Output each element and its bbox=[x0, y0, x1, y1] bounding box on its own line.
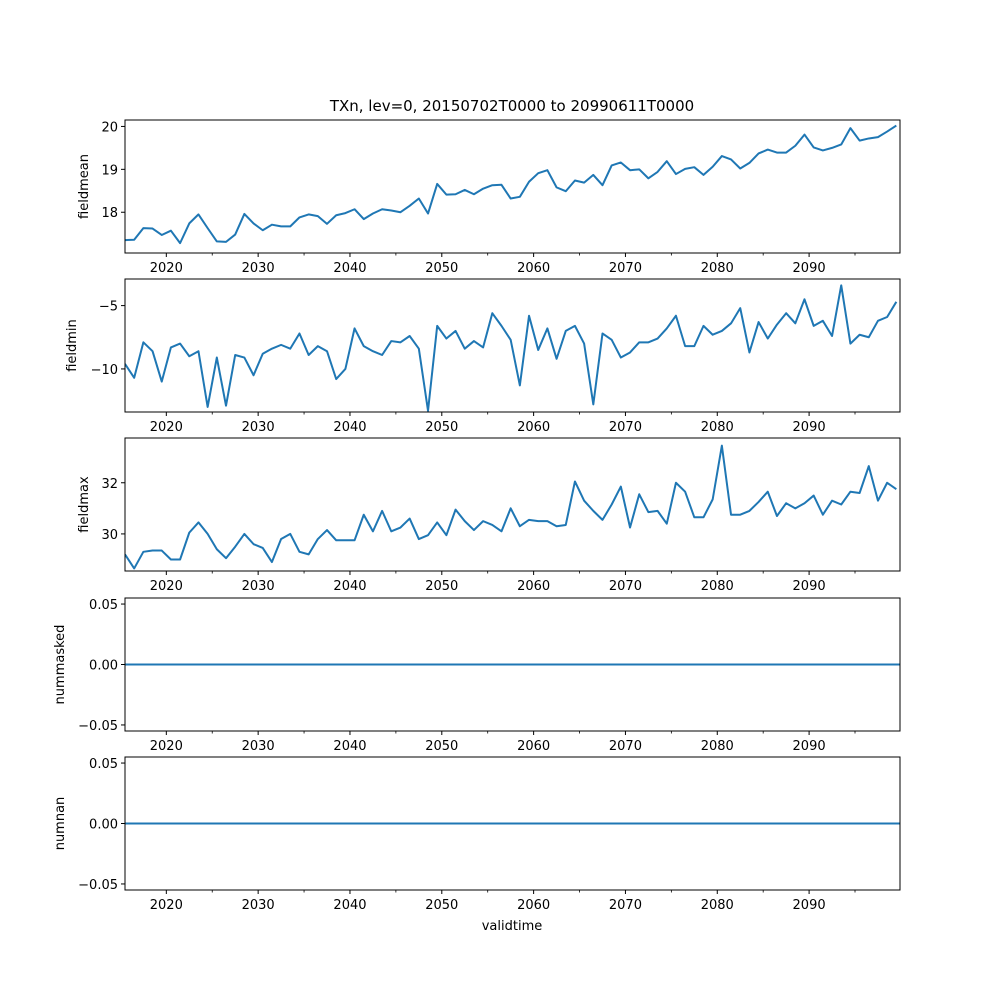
x-tick-label: 2040 bbox=[333, 739, 366, 754]
y-tick-label: −10 bbox=[91, 363, 118, 378]
axes-frame bbox=[124, 278, 901, 413]
x-tick-label: 2090 bbox=[793, 898, 826, 913]
x-tick-label: 2020 bbox=[150, 898, 183, 913]
x-tick-label: 2070 bbox=[609, 739, 642, 754]
axes-frame bbox=[124, 119, 901, 254]
y-axis-label-nummasked: nummasked bbox=[53, 625, 68, 705]
x-tick-label: 2040 bbox=[333, 898, 366, 913]
axes-frame bbox=[124, 437, 901, 572]
chart-title: TXn, lev=0, 20150702T0000 to 20990611T00… bbox=[329, 97, 694, 115]
y-tick-label: 19 bbox=[101, 163, 118, 178]
x-tick-label: 2020 bbox=[150, 739, 183, 754]
x-tick-label: 2020 bbox=[150, 579, 183, 594]
x-tick-label: 2060 bbox=[517, 420, 550, 435]
panel-numnan: −0.05 0.00 0.05 2020 2030 2040 2050 2060 2070 208… bbox=[53, 756, 901, 913]
y-tick-label: 0.00 bbox=[89, 818, 118, 833]
x-tick-label: 2090 bbox=[793, 261, 826, 276]
x-tick-label: 2080 bbox=[701, 420, 734, 435]
y-axis-label-fieldmax: fieldmax bbox=[77, 476, 92, 533]
series-line-fieldmax bbox=[125, 444, 897, 570]
x-tick-label: 2030 bbox=[242, 420, 275, 435]
x-tick-label: 2070 bbox=[609, 261, 642, 276]
x-tick-label: 2050 bbox=[425, 579, 458, 594]
y-axis-label-fieldmin: fieldmin bbox=[65, 319, 80, 372]
y-axis-label-fieldmean: fieldmean bbox=[77, 154, 92, 219]
x-tick-label: 2090 bbox=[793, 579, 826, 594]
x-tick-label: 2050 bbox=[425, 261, 458, 276]
panel-nummasked: −0.05 0.00 0.05 2020 2030 2040 2050 2060 2070 208… bbox=[53, 597, 901, 754]
y-tick-label: 20 bbox=[101, 120, 118, 135]
x-tick-label: 2030 bbox=[242, 898, 275, 913]
y-tick-label: −5 bbox=[99, 300, 118, 315]
x-tick-label: 2050 bbox=[425, 420, 458, 435]
x-tick-label: 2060 bbox=[517, 579, 550, 594]
y-tick-label: −0.05 bbox=[78, 878, 118, 893]
y-tick-label: 18 bbox=[101, 206, 118, 221]
x-tick-label: 2060 bbox=[517, 898, 550, 913]
y-tick-label: 0.05 bbox=[89, 757, 118, 772]
x-tick-label: 2070 bbox=[609, 420, 642, 435]
y-tick-label: 32 bbox=[101, 477, 118, 492]
x-tick-label: 2050 bbox=[425, 898, 458, 913]
panel-fieldmax: 30 32 2020 2030 2040 2050 2060 2070 2080 2090 fiel… bbox=[77, 437, 901, 594]
x-tick-label: 2040 bbox=[333, 579, 366, 594]
x-tick-label: 2030 bbox=[242, 739, 275, 754]
x-tick-label: 2090 bbox=[793, 739, 826, 754]
x-tick-label: 2040 bbox=[333, 261, 366, 276]
x-tick-label: 2080 bbox=[701, 739, 734, 754]
x-tick-label: 2080 bbox=[701, 261, 734, 276]
y-tick-label: 0.00 bbox=[89, 659, 118, 674]
y-tick-label: 0.05 bbox=[89, 598, 118, 613]
x-tick-label: 2060 bbox=[517, 261, 550, 276]
y-tick-label: −0.05 bbox=[78, 719, 118, 734]
x-tick-label: 2070 bbox=[609, 579, 642, 594]
x-tick-label: 2050 bbox=[425, 739, 458, 754]
x-tick-label: 2060 bbox=[517, 739, 550, 754]
x-tick-label: 2080 bbox=[701, 579, 734, 594]
x-tick-label: 2030 bbox=[242, 579, 275, 594]
x-tick-label: 2080 bbox=[701, 898, 734, 913]
series-line-fieldmin bbox=[125, 284, 898, 412]
x-tick-label: 2020 bbox=[150, 261, 183, 276]
x-tick-label: 2070 bbox=[609, 898, 642, 913]
y-axis-label-numnan: numnan bbox=[53, 797, 68, 851]
x-tick-label: 2040 bbox=[333, 420, 366, 435]
series-line-fieldmean bbox=[125, 124, 897, 245]
y-tick-label: 30 bbox=[101, 528, 118, 543]
panel-fieldmin: −10 −5 2020 2030 2040 2050 2060 2070 2080 2090 fie… bbox=[65, 278, 901, 435]
x-tick-label: 2030 bbox=[242, 261, 275, 276]
x-tick-label: 2090 bbox=[793, 420, 826, 435]
x-axis-label: validtime bbox=[482, 919, 543, 934]
x-tick-label: 2020 bbox=[150, 420, 183, 435]
